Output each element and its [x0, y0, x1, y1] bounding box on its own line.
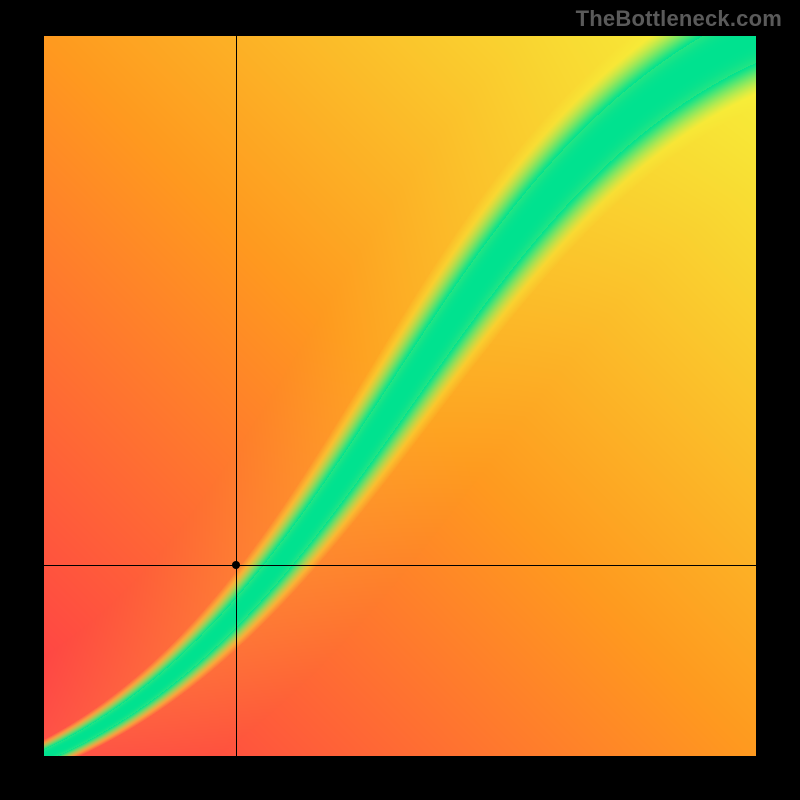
crosshair-vertical [236, 36, 237, 756]
crosshair-horizontal [44, 565, 756, 566]
intersection-marker [232, 561, 240, 569]
heatmap-plot [44, 36, 756, 756]
watermark-text: TheBottleneck.com [576, 6, 782, 32]
heatmap-canvas [44, 36, 756, 756]
